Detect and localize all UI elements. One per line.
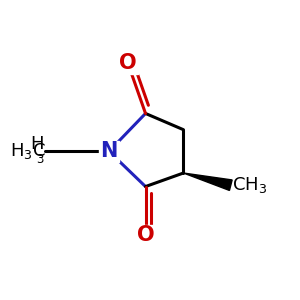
Text: 3: 3 xyxy=(37,153,44,166)
Text: O: O xyxy=(137,225,154,245)
Bar xyxy=(99,141,119,162)
Text: H: H xyxy=(31,135,44,153)
Bar xyxy=(135,225,156,246)
Polygon shape xyxy=(183,173,232,190)
Bar xyxy=(118,53,138,74)
Text: O: O xyxy=(119,53,137,74)
Text: $\mathregular{CH_3}$: $\mathregular{CH_3}$ xyxy=(232,175,267,195)
Text: N: N xyxy=(100,141,118,161)
Text: $\mathregular{H_3C}$: $\mathregular{H_3C}$ xyxy=(10,141,45,161)
